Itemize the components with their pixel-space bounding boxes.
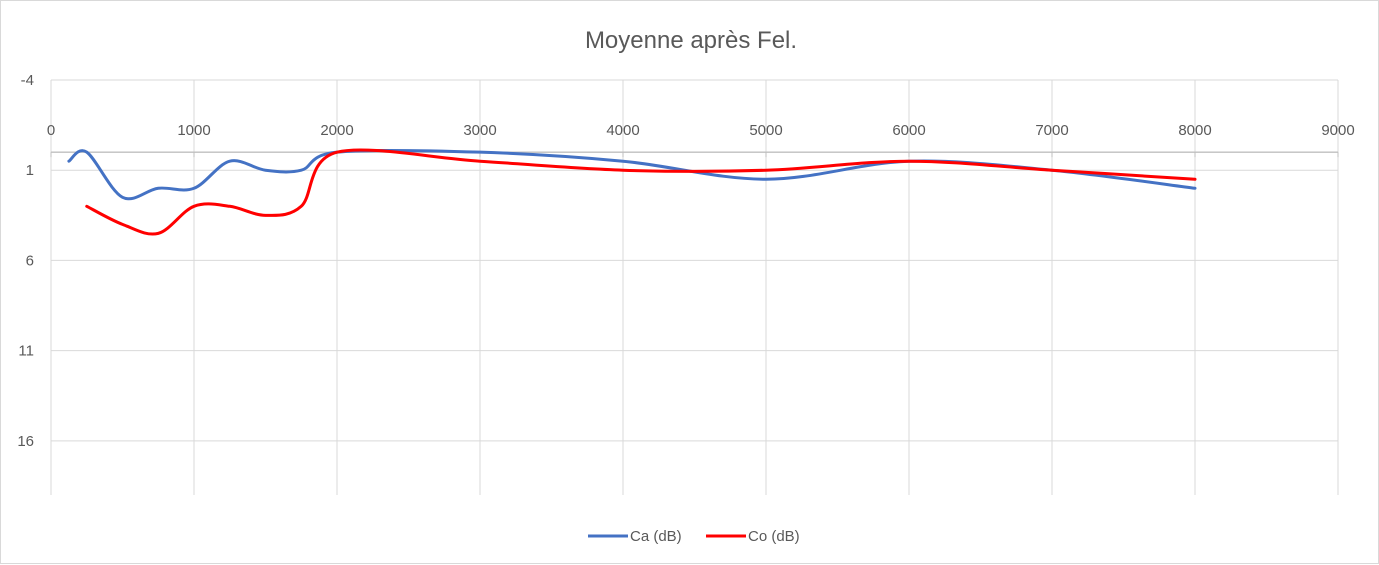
- x-tick-label: 7000: [1035, 122, 1068, 139]
- x-tick-labels: 0 1000 2000 3000 4000 5000 6000 7000 8000 9000: [47, 122, 1355, 139]
- y-tick-label: -4: [21, 72, 34, 89]
- x-tick-label: 9000: [1321, 122, 1354, 139]
- y-tick-label: 1: [26, 162, 34, 179]
- legend-label: Co (dB): [748, 528, 800, 545]
- x-tick-label: 3000: [463, 122, 496, 139]
- y-tick-label: 6: [26, 252, 34, 269]
- series-lines: [67, 148, 1197, 236]
- axes: [50, 80, 1339, 495]
- x-tick-label: 8000: [1178, 122, 1211, 139]
- x-tick-label: 4000: [606, 122, 639, 139]
- x-tick-label: 0: [47, 122, 55, 139]
- chart-title: Moyenne après Fel.: [585, 27, 797, 54]
- series-line-co-db: [85, 148, 1197, 236]
- y-tick-label: 16: [17, 433, 34, 450]
- x-tick-label: 1000: [177, 122, 210, 139]
- series-line-ca-db: [67, 148, 1197, 201]
- legend: Ca (dB) Co (dB): [588, 528, 800, 545]
- y-tick-label: 11: [18, 343, 34, 360]
- legend-label: Ca (dB): [630, 528, 682, 545]
- x-tick-label: 5000: [749, 122, 782, 139]
- gridlines: [51, 79, 1339, 495]
- x-tick-label: 6000: [892, 122, 925, 139]
- x-tick-label: 2000: [320, 122, 353, 139]
